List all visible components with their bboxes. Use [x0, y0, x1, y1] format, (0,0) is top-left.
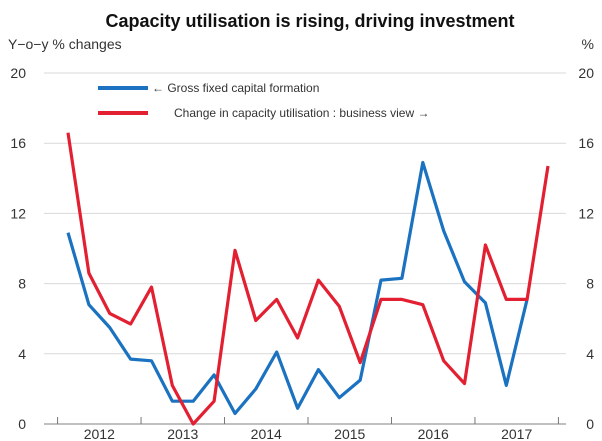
x-tick-label: 2017 — [501, 426, 532, 441]
left-tick-label: 4 — [18, 346, 26, 362]
legend-label-capacity-utilisation: Change in capacity utilisation : busines… — [174, 106, 429, 120]
right-tick-label: 4 — [586, 346, 594, 362]
x-tick-label: 2012 — [84, 426, 115, 441]
legend: ← Gross fixed capital formation Change i… — [98, 81, 429, 120]
left-tick-label: 16 — [10, 135, 26, 151]
right-tick-label: 16 — [578, 135, 594, 151]
right-tick-label: 12 — [578, 205, 594, 221]
chart-title: Capacity utilisation is rising, driving … — [105, 11, 514, 31]
right-tick-label: 8 — [586, 276, 594, 292]
x-tick-label: 2013 — [167, 426, 198, 441]
right-tick-label: 20 — [578, 65, 594, 81]
x-tick-label: 2015 — [334, 426, 365, 441]
left-axis-label: Y−o−y % changes — [8, 36, 122, 52]
left-tick-label: 0 — [18, 416, 26, 432]
x-tick-label: 2016 — [418, 426, 449, 441]
left-tick-label: 8 — [18, 276, 26, 292]
axis-ticks: 0 0 4 4 8 8 12 12 16 16 20 20 2012 2013 2014 2015 2016 20… — [10, 65, 594, 441]
left-tick-label: 12 — [10, 205, 26, 221]
legend-label-gross-fixed-capital-formation: ← Gross fixed capital formation — [152, 81, 319, 95]
right-axis-label: % — [582, 36, 594, 52]
series-lines — [66, 132, 550, 426]
gridlines — [44, 72, 566, 425]
series-line-capacity-utilisation — [66, 132, 550, 426]
left-tick-label: 20 — [10, 65, 26, 81]
series-line-gross-fixed-capital-formation — [66, 160, 529, 416]
right-tick-label: 0 — [586, 416, 594, 432]
x-tick-label: 2014 — [251, 426, 282, 441]
